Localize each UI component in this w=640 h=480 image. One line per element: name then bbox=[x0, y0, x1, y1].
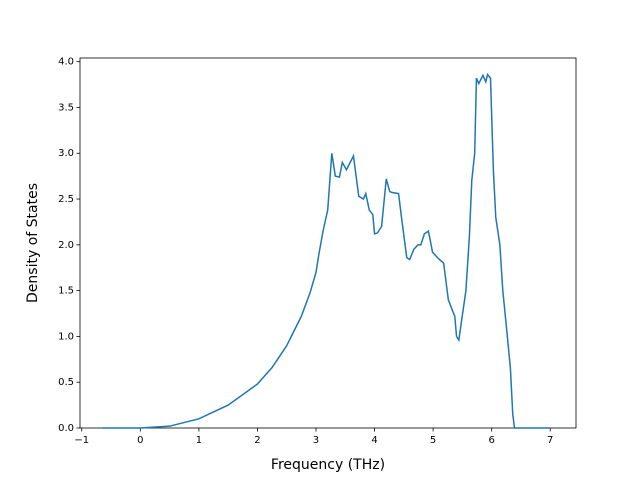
x-tick-label: 4 bbox=[371, 435, 377, 446]
data-line bbox=[102, 72, 551, 429]
x-tick-label: 0 bbox=[137, 435, 143, 446]
plot-frame bbox=[79, 57, 577, 429]
x-tick-label: 6 bbox=[488, 435, 494, 446]
y-tick-label: 0.5 bbox=[58, 377, 74, 388]
y-tick-label: 1.5 bbox=[58, 286, 74, 297]
x-tick-label: 1 bbox=[196, 435, 202, 446]
x-tick-label: −1 bbox=[74, 435, 89, 446]
x-tick-label: 3 bbox=[313, 435, 319, 446]
y-tick-label: 1.0 bbox=[58, 331, 74, 342]
y-tick-label: 2.0 bbox=[58, 240, 74, 251]
y-tick-label: 3.0 bbox=[58, 148, 74, 159]
y-tick-label: 3.5 bbox=[58, 102, 74, 113]
y-axis-label: Density of States bbox=[25, 183, 41, 303]
x-tick-label: 2 bbox=[254, 435, 260, 446]
x-tick-label: 5 bbox=[430, 435, 436, 446]
y-tick-label: 0.0 bbox=[58, 423, 74, 434]
y-tick-label: 2.5 bbox=[58, 194, 74, 205]
x-tick-label: 7 bbox=[547, 435, 553, 446]
x-axis-label: Frequency (THz) bbox=[271, 457, 385, 473]
y-tick-label: 4.0 bbox=[58, 57, 74, 68]
